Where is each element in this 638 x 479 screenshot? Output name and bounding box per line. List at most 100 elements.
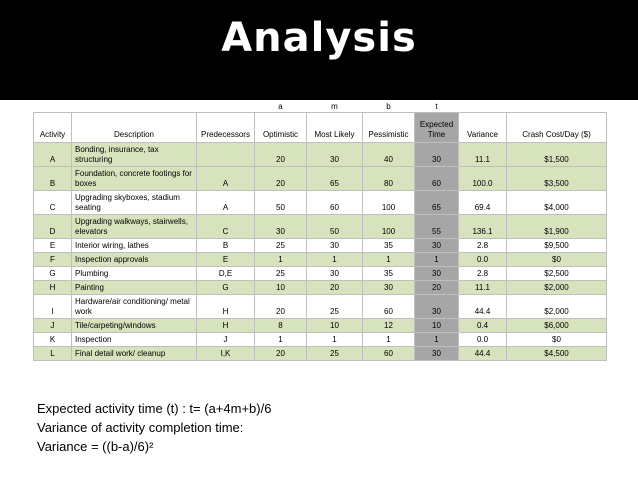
activity-cell: H <box>33 280 72 295</box>
symbol-t: t <box>435 102 438 111</box>
description-cell: Tile/carpeting/windows <box>71 318 197 333</box>
variance-cell: 11.1 <box>458 142 507 167</box>
crash-cost-cell: $1,500 <box>506 142 607 167</box>
pessimistic-cell: 1 <box>362 252 415 267</box>
pessimistic-cell: 35 <box>362 266 415 281</box>
variance-cell: 2.8 <box>458 238 507 253</box>
header-optimistic: Optimistic <box>254 112 307 143</box>
formula-notes: Expected activity time (t) : t= (a+4m+b)… <box>37 399 271 456</box>
time-estimates-table: a m b t Activity Description Predecessor… <box>33 102 607 361</box>
description-cell: Painting <box>71 280 197 295</box>
symbol-b: b <box>386 102 391 111</box>
predecessors-cell: A <box>196 166 255 191</box>
pessimistic-cell: 1 <box>362 332 415 347</box>
header-predecessors: Predecessors <box>196 112 255 143</box>
most-likely-cell: 20 <box>306 280 363 295</box>
predecessors-cell: B <box>196 238 255 253</box>
activity-cell: B <box>33 166 72 191</box>
optimistic-cell: 50 <box>254 190 307 215</box>
expected-time-cell: 1 <box>414 332 459 347</box>
optimistic-cell: 30 <box>254 214 307 239</box>
expected-time-cell: 1 <box>414 252 459 267</box>
optimistic-cell: 20 <box>254 294 307 319</box>
predecessors-cell: G <box>196 280 255 295</box>
optimistic-cell: 10 <box>254 280 307 295</box>
variance-cell: 0.0 <box>458 332 507 347</box>
crash-cost-cell: $2,500 <box>506 266 607 281</box>
variance-cell: 2.8 <box>458 266 507 281</box>
pessimistic-cell: 100 <box>362 190 415 215</box>
expected-time-cell: 30 <box>414 294 459 319</box>
table-row: G Plumbing D,E 25 30 35 30 2.8 $2,500 <box>33 266 607 281</box>
header-expected-time: Expected Time <box>414 112 459 143</box>
description-cell: Hardware/air conditioning/ metal work <box>71 294 197 319</box>
expected-time-formula: Expected activity time (t) : t= (a+4m+b)… <box>37 401 272 416</box>
table-row: J Tile/carpeting/windows H 8 10 12 10 0.… <box>33 318 607 333</box>
predecessors-cell: C <box>196 214 255 239</box>
table-row: D Upgrading walkways, stairwells, elevat… <box>33 214 607 239</box>
crash-cost-cell: $4,500 <box>506 346 607 361</box>
pessimistic-cell: 60 <box>362 346 415 361</box>
most-likely-cell: 1 <box>306 252 363 267</box>
table-row: H Painting G 10 20 30 20 11.1 $2,000 <box>33 280 607 295</box>
most-likely-cell: 25 <box>306 294 363 319</box>
table-row: C Upgrading skyboxes, stadium seating A … <box>33 190 607 215</box>
description-cell: Inspection <box>71 332 197 347</box>
expected-time-cell: 20 <box>414 280 459 295</box>
slide-header <box>0 0 638 100</box>
activity-cell: A <box>33 142 72 167</box>
description-cell: Foundation, concrete footings for boxes <box>71 166 197 191</box>
header-description: Description <box>71 112 197 143</box>
activity-cell: J <box>33 318 72 333</box>
crash-cost-cell: $2,000 <box>506 294 607 319</box>
optimistic-cell: 8 <box>254 318 307 333</box>
optimistic-cell: 25 <box>254 238 307 253</box>
variance-cell: 69.4 <box>458 190 507 215</box>
most-likely-cell: 30 <box>306 266 363 281</box>
header-activity: Activity <box>33 112 72 143</box>
description-cell: Plumbing <box>71 266 197 281</box>
most-likely-cell: 65 <box>306 166 363 191</box>
pessimistic-cell: 100 <box>362 214 415 239</box>
variance-cell: 0.0 <box>458 252 507 267</box>
crash-cost-cell: $9,500 <box>506 238 607 253</box>
header-crash-cost: Crash Cost/Day ($) <box>506 112 607 143</box>
activity-cell: D <box>33 214 72 239</box>
most-likely-cell: 30 <box>306 142 363 167</box>
description-cell: Upgrading skyboxes, stadium seating <box>71 190 197 215</box>
pessimistic-cell: 80 <box>362 166 415 191</box>
most-likely-cell: 10 <box>306 318 363 333</box>
activity-cell: I <box>33 294 72 319</box>
crash-cost-cell: $0 <box>506 252 607 267</box>
predecessors-cell: H <box>196 294 255 319</box>
most-likely-cell: 30 <box>306 238 363 253</box>
predecessors-cell: A <box>196 190 255 215</box>
header-pessimistic: Pessimistic <box>362 112 415 143</box>
expected-time-cell: 30 <box>414 238 459 253</box>
variance-cell: 136.1 <box>458 214 507 239</box>
activity-cell: E <box>33 238 72 253</box>
most-likely-cell: 50 <box>306 214 363 239</box>
expected-time-cell: 10 <box>414 318 459 333</box>
pessimistic-cell: 12 <box>362 318 415 333</box>
predecessors-cell: I,K <box>196 346 255 361</box>
optimistic-cell: 20 <box>254 142 307 167</box>
description-cell: Final detail work/ cleanup <box>71 346 197 361</box>
table-row: B Foundation, concrete footings for boxe… <box>33 166 607 191</box>
optimistic-cell: 1 <box>254 332 307 347</box>
pessimistic-cell: 35 <box>362 238 415 253</box>
variance-cell: 11.1 <box>458 280 507 295</box>
table-caption: Time Estimates (Days) <box>253 80 385 95</box>
crash-cost-cell: $4,000 <box>506 190 607 215</box>
slide-title: Analysis <box>221 15 417 61</box>
crash-cost-cell: $3,500 <box>506 166 607 191</box>
most-likely-cell: 1 <box>306 332 363 347</box>
symbol-m: m <box>331 102 338 111</box>
variance-formula: Variance = ((b-a)/6)² <box>37 439 154 454</box>
predecessors-cell: E <box>196 252 255 267</box>
activity-cell: C <box>33 190 72 215</box>
description-cell: Bonding, insurance, tax structuring <box>71 142 197 167</box>
table-row: F Inspection approvals E 1 1 1 1 0.0 $0 <box>33 252 607 267</box>
expected-time-cell: 30 <box>414 346 459 361</box>
crash-cost-cell: $6,000 <box>506 318 607 333</box>
